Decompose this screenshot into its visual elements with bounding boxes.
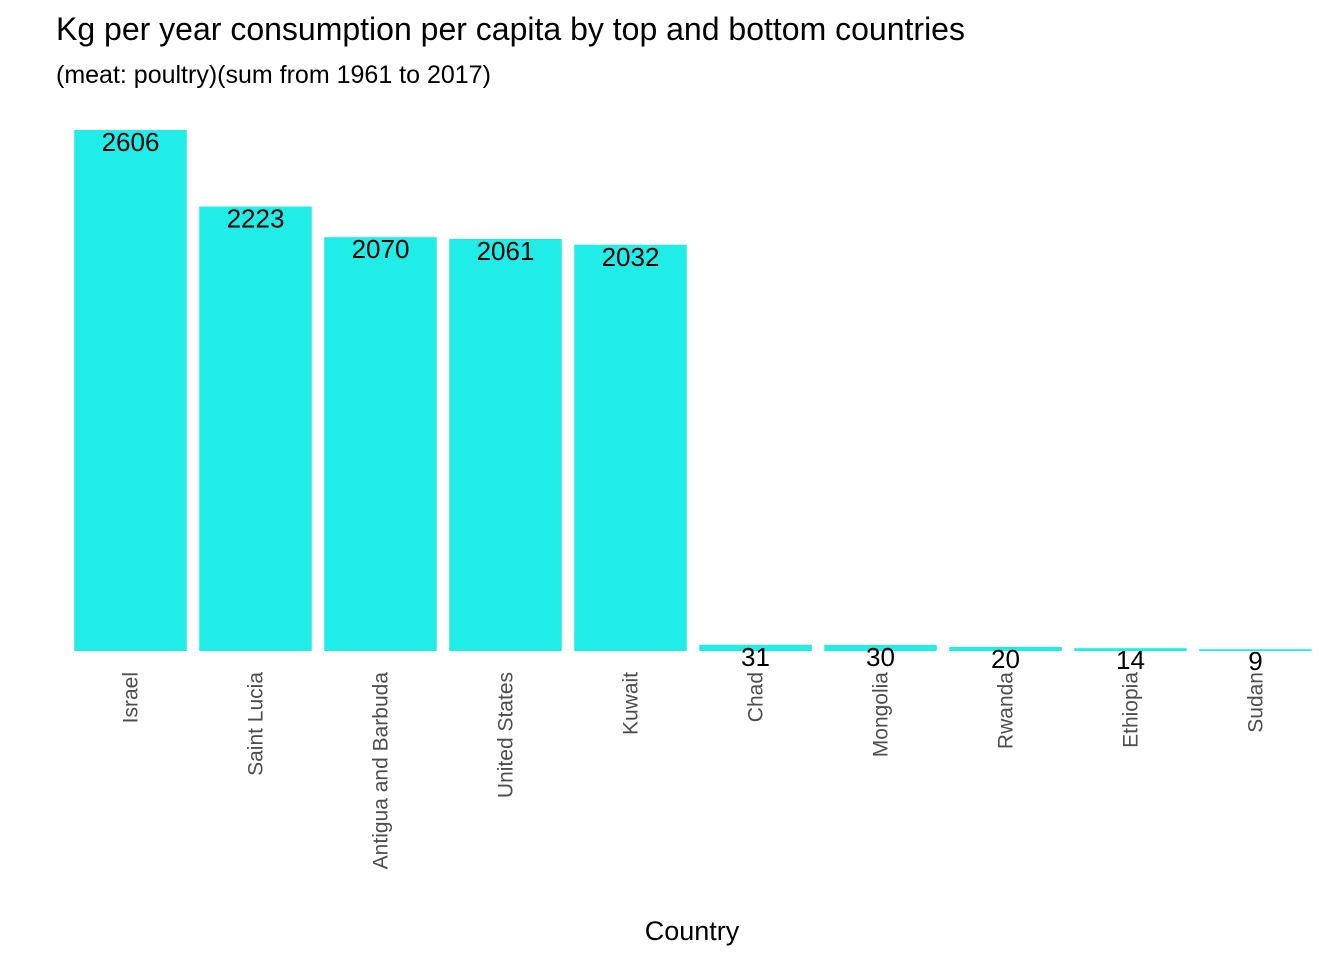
- bar-kuwait: [574, 244, 687, 651]
- bar-united-states: [449, 238, 562, 651]
- chart-subtitle: (meat: poultry)(sum from 1961 to 2017): [56, 61, 491, 89]
- x-tick-label: Antigua and Barbuda: [370, 672, 393, 870]
- bar-rwanda: [949, 647, 1062, 651]
- x-tick-label: Chad: [745, 672, 768, 722]
- x-tick-label: Mongolia: [870, 672, 893, 758]
- chart-title: Kg per year consumption per capita by to…: [56, 11, 965, 47]
- bar-value-label: 2606: [102, 127, 160, 157]
- x-tick-label: Rwanda: [995, 672, 1018, 749]
- bar-value-label: 2032: [602, 242, 660, 272]
- bar-israel: [74, 130, 187, 651]
- x-tick-label: Kuwait: [620, 672, 643, 735]
- bar-value-label: 9: [1248, 646, 1262, 676]
- bar-ethiopia: [1074, 648, 1187, 651]
- bars-group: [74, 130, 1312, 651]
- x-tick-label: Sudan: [1245, 672, 1268, 733]
- bar-value-label: 2061: [477, 236, 535, 266]
- bar-chad: [699, 644, 812, 651]
- bar-sudan: [1199, 649, 1312, 651]
- bar-value-label: 20: [991, 644, 1020, 674]
- bar-value-label: 30: [866, 642, 895, 672]
- x-tick-label: Saint Lucia: [245, 672, 268, 776]
- bar-saint-lucia: [199, 206, 312, 651]
- bar-labels-group: 2606 2223 2070 2061 2032 31 30 20 14 9: [102, 127, 1263, 676]
- x-tick-label: United States: [495, 672, 518, 798]
- x-tick-label: Ethiopia: [1120, 672, 1143, 748]
- x-tick-label: Israel: [120, 672, 143, 723]
- bar-value-label: 2070: [352, 234, 410, 264]
- bar-mongolia: [824, 645, 937, 651]
- bar-value-label: 31: [741, 642, 770, 672]
- bar-value-label: 14: [1116, 645, 1145, 675]
- x-axis-title: Country: [645, 916, 740, 946]
- bar-value-label: 2223: [227, 204, 285, 234]
- bar-antigua-and-barbuda: [324, 237, 437, 651]
- x-tick-labels-group: Israel Saint Lucia Antigua and Barbuda Unit…: [120, 672, 1268, 870]
